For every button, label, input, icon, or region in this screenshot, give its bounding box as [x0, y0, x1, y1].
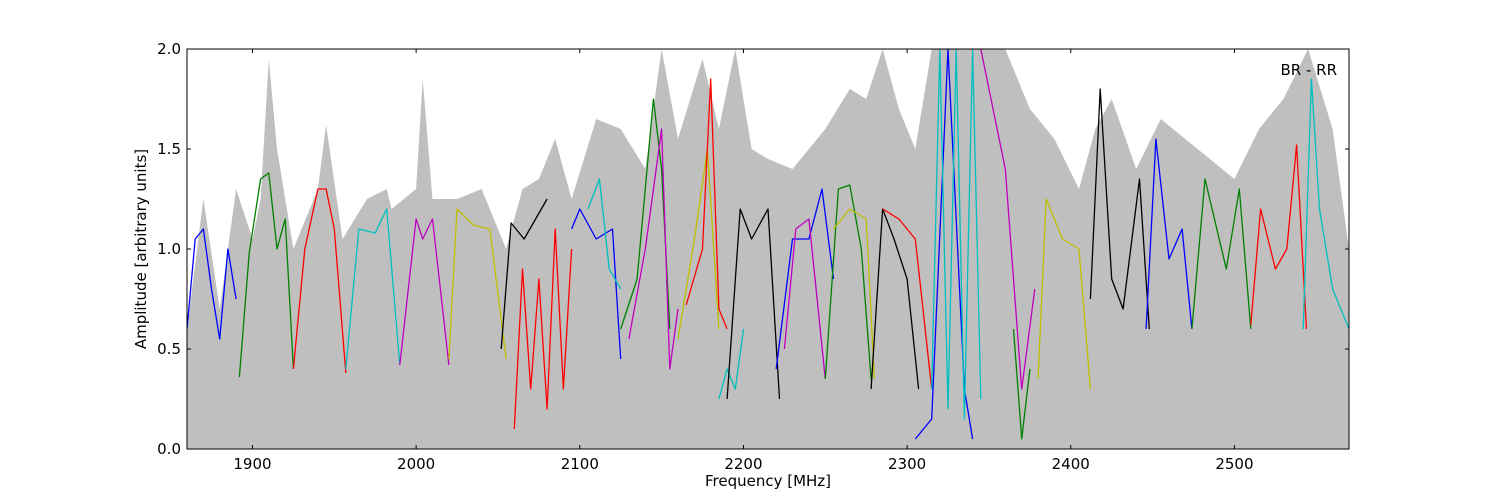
x-tick-label: 2200	[724, 455, 762, 473]
y-tick-label: 1.0	[157, 240, 181, 258]
series-line-27	[1037, 198, 1092, 390]
series-line-12	[628, 128, 679, 370]
y-tick-label: 0.5	[157, 340, 181, 358]
series-line-26	[1012, 328, 1031, 440]
series-line-1	[187, 228, 237, 340]
x-tick-label: 2400	[1052, 455, 1090, 473]
series-group	[187, 49, 1349, 440]
y-tick-label: 0.0	[157, 440, 181, 458]
series-line-21	[870, 208, 920, 390]
y-tick-label: 1.5	[157, 140, 181, 158]
series-line-14	[685, 78, 728, 330]
x-axis-ticks: 1900 2000 2100 2200 2300 2400 2500	[233, 49, 1254, 473]
series-line-5	[399, 218, 450, 366]
series-line-2	[238, 172, 295, 378]
series-line-9	[570, 208, 622, 360]
series-line-19	[824, 184, 872, 380]
y-axis-label: Amplitude [arbitrary units]	[132, 149, 150, 349]
series-line-22	[882, 208, 933, 390]
series-line-18	[783, 218, 826, 380]
x-tick-label: 2500	[1215, 455, 1253, 473]
background-envelope-area	[187, 49, 1349, 449]
series-line-8	[513, 228, 573, 430]
y-axis-ticks: 0.0 0.5 1.0 1.5 2.0	[157, 40, 1349, 458]
x-tick-label: 2100	[561, 455, 599, 473]
y-tick-label: 2.0	[157, 40, 181, 58]
chart-annotation: BR - RR	[1280, 61, 1337, 79]
series-line-6	[448, 208, 507, 360]
series-line-17	[775, 188, 835, 370]
series-line-25	[980, 49, 1036, 390]
series-line-3	[292, 188, 347, 374]
series-line-15	[718, 328, 745, 400]
series-line-32	[1302, 78, 1349, 330]
series-line-20	[832, 208, 876, 380]
series-line-29	[1145, 138, 1193, 330]
x-tick-label: 1900	[233, 455, 271, 473]
series-line-13	[677, 148, 720, 340]
x-tick-label: 2000	[397, 455, 435, 473]
series-line-23	[914, 49, 974, 440]
series-line-16	[726, 208, 781, 400]
series-line-28	[1089, 88, 1150, 330]
series-line-10	[587, 178, 622, 290]
x-axis-label: Frequency [MHz]	[705, 472, 831, 490]
series-line-4	[345, 208, 401, 370]
series-line-31	[1250, 144, 1308, 330]
background-envelope	[187, 49, 1349, 449]
series-line-30	[1191, 178, 1252, 330]
series-line-7	[500, 198, 548, 350]
x-tick-label: 2300	[888, 455, 926, 473]
